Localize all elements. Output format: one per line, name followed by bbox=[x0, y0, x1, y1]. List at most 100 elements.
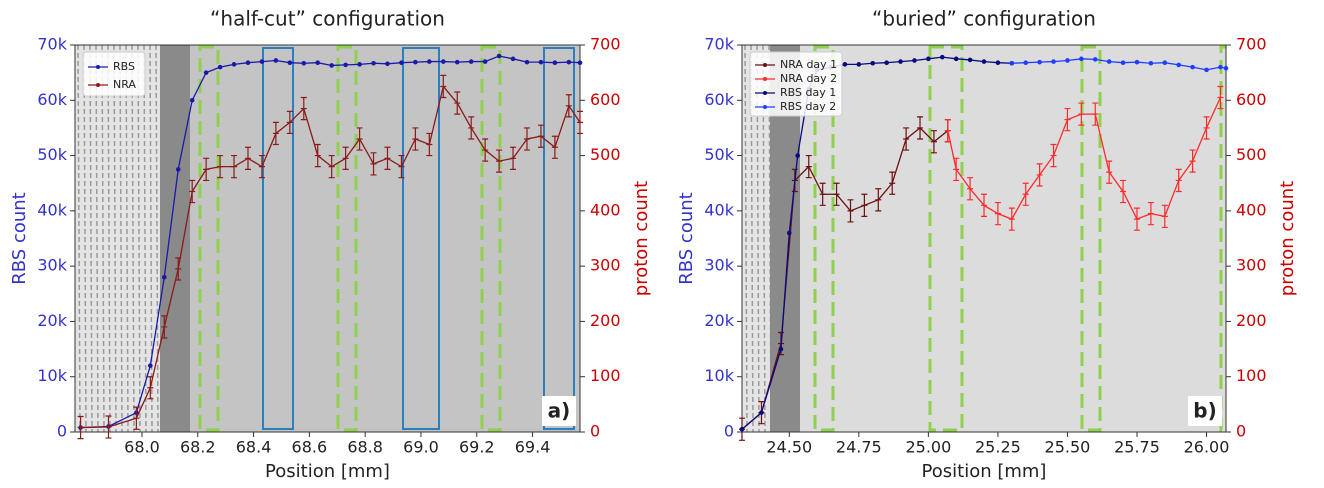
legend-dot bbox=[763, 77, 767, 81]
y2-tick-label: 500 bbox=[590, 145, 621, 164]
error-bar bbox=[77, 415, 84, 440]
point bbox=[273, 58, 279, 63]
point bbox=[1092, 57, 1098, 62]
y-axis-label: RBS count bbox=[676, 192, 697, 284]
plot-frame bbox=[74, 44, 581, 433]
panel-label: a) bbox=[548, 399, 571, 423]
point bbox=[454, 59, 460, 65]
error-bar bbox=[496, 149, 503, 173]
error-bar bbox=[805, 154, 812, 179]
y2-tick-label: 0 bbox=[1236, 422, 1246, 441]
x-tick-label: 25.25 bbox=[975, 438, 1021, 457]
error-bar bbox=[510, 146, 517, 170]
legend-dot bbox=[96, 65, 100, 69]
point bbox=[468, 59, 474, 64]
overlays bbox=[813, 45, 1226, 432]
x-tick-label: 25.50 bbox=[1045, 438, 1091, 457]
legend-dot bbox=[763, 63, 767, 67]
point bbox=[926, 56, 931, 62]
error-bar bbox=[342, 146, 349, 170]
error-bar bbox=[217, 154, 224, 179]
error-bar bbox=[994, 201, 1001, 226]
texture bbox=[125, 44, 129, 433]
error-bar bbox=[161, 315, 168, 339]
green-box bbox=[1080, 45, 1102, 432]
legend-label: NRA day 1 bbox=[780, 58, 837, 71]
error-bar bbox=[1106, 160, 1113, 184]
error-bar bbox=[203, 157, 210, 182]
y-tick-label: 50k bbox=[704, 145, 734, 164]
point bbox=[884, 60, 889, 65]
point bbox=[898, 59, 903, 64]
y-tick-label: 0 bbox=[724, 422, 734, 441]
texture bbox=[89, 44, 93, 433]
error-bar bbox=[412, 127, 419, 151]
point bbox=[1148, 60, 1154, 66]
panel-label-box bbox=[1188, 396, 1222, 426]
point bbox=[1079, 56, 1084, 62]
blue-box bbox=[543, 47, 575, 430]
point bbox=[161, 274, 167, 280]
error-bar bbox=[967, 177, 974, 201]
x-tick-label: 68.0 bbox=[124, 438, 160, 457]
error-bar bbox=[1217, 85, 1224, 110]
point bbox=[371, 60, 376, 66]
error-bar bbox=[930, 130, 937, 154]
point bbox=[315, 60, 321, 65]
point bbox=[552, 60, 558, 65]
point bbox=[413, 59, 418, 65]
error-bar bbox=[314, 143, 321, 168]
point bbox=[778, 346, 784, 352]
y-axis-label: RBS count bbox=[9, 192, 30, 284]
point bbox=[856, 62, 862, 67]
point bbox=[795, 153, 800, 158]
point bbox=[399, 60, 404, 65]
legend-dot bbox=[763, 91, 767, 95]
texture bbox=[155, 44, 159, 433]
point bbox=[482, 59, 488, 64]
error-bar bbox=[398, 154, 405, 179]
green-box bbox=[480, 45, 502, 432]
green-box bbox=[813, 45, 835, 432]
texture bbox=[95, 44, 99, 433]
y2-tick-label: 100 bbox=[1236, 366, 1267, 385]
x-tick-label: 24.75 bbox=[836, 438, 882, 457]
error-bar bbox=[1120, 179, 1127, 204]
texture bbox=[143, 44, 147, 433]
y2-axis-label: proton count bbox=[1277, 181, 1298, 296]
x-axis-label: Position [mm] bbox=[265, 461, 390, 482]
point bbox=[1162, 60, 1168, 65]
point bbox=[357, 62, 362, 67]
point bbox=[217, 64, 223, 70]
error-bar bbox=[1092, 102, 1099, 126]
y2-tick-label: 700 bbox=[1236, 35, 1267, 54]
x-tick-label: 69.4 bbox=[515, 438, 551, 457]
error-bar bbox=[328, 154, 335, 179]
y-tick-label: 20k bbox=[704, 311, 734, 330]
x-tick-label: 68.4 bbox=[236, 438, 272, 457]
x-tick-label: 25.75 bbox=[1114, 438, 1160, 457]
error-bar bbox=[917, 116, 924, 140]
green-box bbox=[1219, 45, 1226, 432]
chart-title: “buried” configuration bbox=[872, 7, 1096, 31]
plot-frame bbox=[741, 44, 1227, 433]
point bbox=[231, 62, 237, 67]
error-bar bbox=[1147, 201, 1154, 226]
point bbox=[1223, 65, 1229, 71]
y2-tick-label: 600 bbox=[590, 90, 621, 109]
error-bar bbox=[1008, 207, 1015, 231]
point bbox=[440, 59, 446, 64]
point bbox=[1218, 64, 1223, 70]
point bbox=[259, 59, 265, 64]
error-bar bbox=[861, 193, 868, 217]
y-tick-label: 40k bbox=[704, 200, 734, 219]
x-axis-label: Position [mm] bbox=[922, 461, 1047, 482]
error-bar bbox=[468, 116, 475, 140]
x-tick-label: 68.6 bbox=[292, 438, 328, 457]
error-bar bbox=[286, 110, 293, 135]
point bbox=[1204, 67, 1209, 73]
point bbox=[1120, 60, 1126, 65]
error-bar bbox=[147, 376, 154, 400]
overlays bbox=[198, 45, 575, 432]
y-tick-label: 70k bbox=[37, 35, 67, 54]
